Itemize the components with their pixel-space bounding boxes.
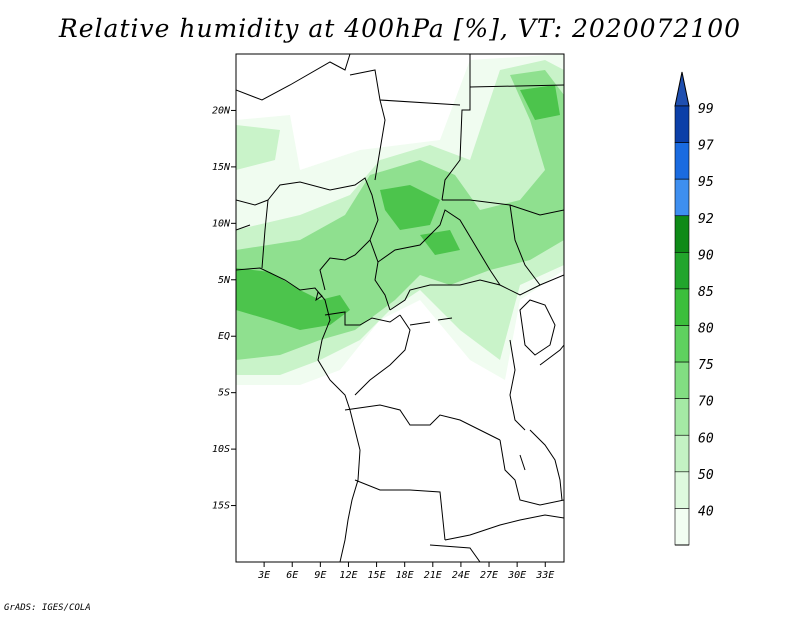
lon-tick-label: 18E: [396, 570, 414, 581]
humidity-field: [236, 54, 564, 385]
lon-tick-label: 15E: [368, 570, 386, 581]
colorbar-label: 95: [698, 175, 714, 190]
colorbar-label: 60: [698, 431, 714, 446]
colorbar-label: 99: [698, 102, 714, 117]
lon-tick-label: 3E: [257, 570, 270, 581]
colorbar-label: 70: [698, 395, 714, 410]
lat-tick-label: 15S: [212, 501, 230, 512]
lon-tick-label: 6E: [286, 570, 298, 581]
colorbar-segment: [674, 471, 690, 509]
longitude-axis: 3E 6E 9E 12E 15E 18E 21E 24E 27E 30E 33E: [257, 562, 554, 581]
lat-tick-label: 10N: [212, 218, 231, 229]
grads-credit: GrADS: IGES/COLA: [4, 603, 91, 613]
map-title: Relative humidity at 400hPa [%], VT: 202…: [58, 14, 742, 43]
colorbar-label: 97: [698, 139, 714, 154]
colorbar-segment: [674, 508, 690, 546]
lon-tick-label: 12E: [339, 570, 357, 581]
lat-tick-label: 10S: [212, 444, 230, 455]
colorbar-label: 50: [698, 468, 714, 483]
lon-tick-label: 9E: [314, 570, 326, 581]
lat-tick-label: 5N: [218, 275, 231, 286]
lon-tick-label: 27E: [480, 570, 498, 581]
colorbar-label: 80: [698, 322, 714, 337]
colorbar-segment: [674, 398, 690, 436]
colorbar-segment: [674, 215, 690, 253]
colorbar-label: 40: [698, 504, 714, 519]
lon-tick-label: 33E: [535, 570, 554, 581]
latitude-axis: 20N 15N 10N 5N EQ 5S 10S 15S: [212, 105, 236, 512]
lon-tick-label: 21E: [424, 570, 442, 581]
country-borders: [236, 54, 564, 562]
colorbar-segment: [674, 105, 690, 143]
colorbar-label: 90: [698, 248, 714, 263]
colorbar-segment: [674, 288, 690, 326]
colorbar-segment: [674, 434, 690, 473]
colorbar-label: 75: [698, 358, 714, 373]
lat-tick-label: 5S: [218, 388, 230, 399]
map-frame: [235, 53, 565, 563]
colorbar-label: 92: [698, 212, 714, 227]
colorbar: 99 97 95 92 90 85 80 75 70 60 50 40: [674, 71, 714, 546]
colorbar-label: 85: [698, 285, 714, 300]
colorbar-segment: [674, 142, 690, 180]
colorbar-top-arrow: [674, 71, 690, 107]
lat-tick-label: 15N: [212, 162, 231, 173]
colorbar-segment: [674, 252, 690, 290]
colorbar-segment: [674, 361, 690, 399]
lon-tick-label: 30E: [507, 570, 526, 581]
colorbar-segment: [674, 178, 690, 217]
colorbar-segment: [674, 325, 690, 363]
lat-tick-label: EQ: [218, 331, 230, 342]
humidity-region-85: [236, 85, 560, 330]
lat-tick-label: 20N: [212, 105, 231, 116]
lon-tick-label: 24E: [452, 570, 470, 581]
